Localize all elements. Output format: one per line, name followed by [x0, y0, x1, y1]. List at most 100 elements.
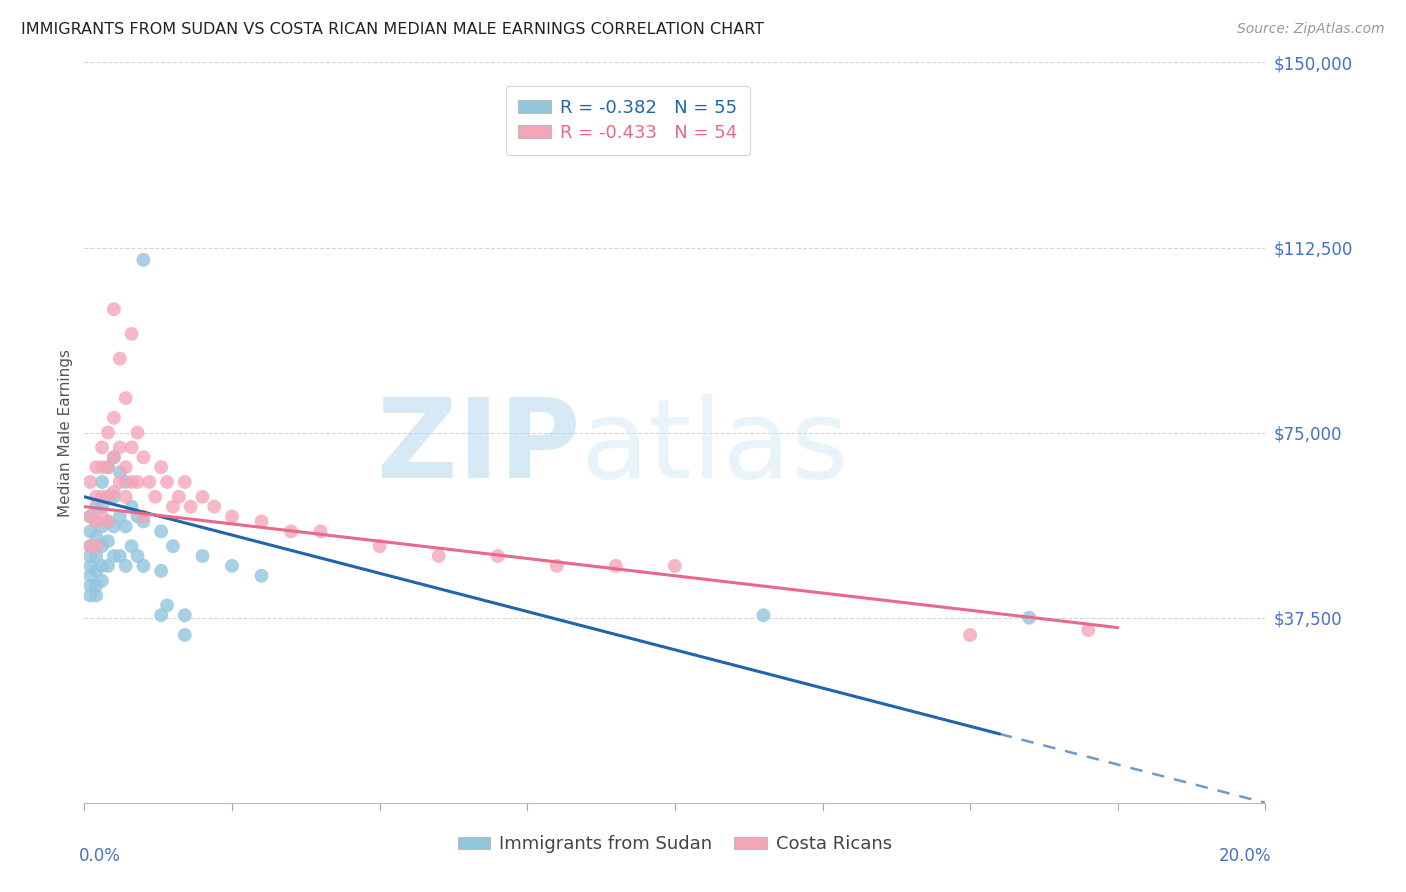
Point [1077, 623, 1099, 637]
Point [79, 509, 101, 524]
Point [121, 500, 143, 514]
Point [103, 484, 125, 499]
Point [121, 326, 143, 341]
Point [84, 529, 107, 543]
Point [114, 391, 136, 405]
Point [84, 515, 107, 529]
Point [84, 549, 107, 563]
Point [79, 475, 101, 489]
Y-axis label: Median Male Earnings: Median Male Earnings [58, 349, 73, 516]
Point [138, 475, 160, 489]
Point [114, 558, 136, 573]
Point [79, 509, 101, 524]
Point [91, 460, 114, 475]
Point [91, 475, 114, 489]
Point [91, 574, 114, 588]
Point [191, 490, 214, 504]
Point [108, 549, 131, 563]
Point [103, 450, 125, 465]
Point [108, 475, 131, 489]
Point [97, 460, 120, 475]
Point [114, 475, 136, 489]
Point [79, 568, 101, 582]
Point [114, 460, 136, 475]
Point [79, 558, 101, 573]
Point [150, 460, 173, 475]
Text: ZIP: ZIP [377, 394, 581, 501]
Text: Source: ZipAtlas.com: Source: ZipAtlas.com [1237, 22, 1385, 37]
Point [108, 441, 131, 455]
Point [84, 460, 107, 475]
Point [191, 549, 214, 563]
Point [108, 351, 131, 366]
Point [250, 568, 273, 582]
Legend: Immigrants from Sudan, Costa Ricans: Immigrants from Sudan, Costa Ricans [451, 828, 898, 861]
Point [79, 589, 101, 603]
Point [84, 490, 107, 504]
Point [103, 549, 125, 563]
Point [84, 515, 107, 529]
Point [162, 539, 184, 553]
Point [91, 519, 114, 533]
Point [84, 579, 107, 593]
Point [752, 608, 775, 623]
Point [121, 475, 143, 489]
Point [97, 460, 120, 475]
Point [143, 490, 166, 504]
Point [173, 628, 195, 642]
Point [1018, 610, 1040, 624]
Point [79, 539, 101, 553]
Point [121, 441, 143, 455]
Point [97, 534, 120, 549]
Point [84, 539, 107, 553]
Point [959, 628, 981, 642]
Point [150, 524, 173, 539]
Text: 0.0%: 0.0% [79, 847, 121, 865]
Point [162, 500, 184, 514]
Point [108, 465, 131, 479]
Point [84, 589, 107, 603]
Point [127, 549, 149, 563]
Text: IMMIGRANTS FROM SUDAN VS COSTA RICAN MEDIAN MALE EARNINGS CORRELATION CHART: IMMIGRANTS FROM SUDAN VS COSTA RICAN MED… [21, 22, 765, 37]
Point [132, 515, 155, 529]
Point [103, 490, 125, 504]
Point [103, 519, 125, 533]
Point [221, 509, 243, 524]
Point [486, 549, 509, 563]
Point [127, 509, 149, 524]
Point [309, 524, 332, 539]
Point [368, 539, 391, 553]
Point [108, 509, 131, 524]
Point [427, 549, 450, 563]
Point [97, 425, 120, 440]
Point [180, 500, 202, 514]
Point [91, 539, 114, 553]
Point [91, 441, 114, 455]
Point [127, 425, 149, 440]
Point [114, 519, 136, 533]
Point [91, 509, 114, 524]
Point [79, 539, 101, 553]
Point [127, 475, 149, 489]
Point [79, 549, 101, 563]
Point [173, 475, 195, 489]
Point [150, 608, 173, 623]
Point [79, 524, 101, 539]
Point [97, 490, 120, 504]
Point [132, 509, 155, 524]
Point [167, 490, 190, 504]
Text: atlas: atlas [581, 394, 849, 501]
Point [221, 558, 243, 573]
Point [97, 558, 120, 573]
Point [202, 500, 225, 514]
Point [114, 490, 136, 504]
Point [97, 515, 120, 529]
Point [103, 410, 125, 425]
Point [132, 450, 155, 465]
Text: 20.0%: 20.0% [1219, 847, 1271, 865]
Point [132, 558, 155, 573]
Point [97, 490, 120, 504]
Point [605, 558, 627, 573]
Point [173, 608, 195, 623]
Point [103, 450, 125, 465]
